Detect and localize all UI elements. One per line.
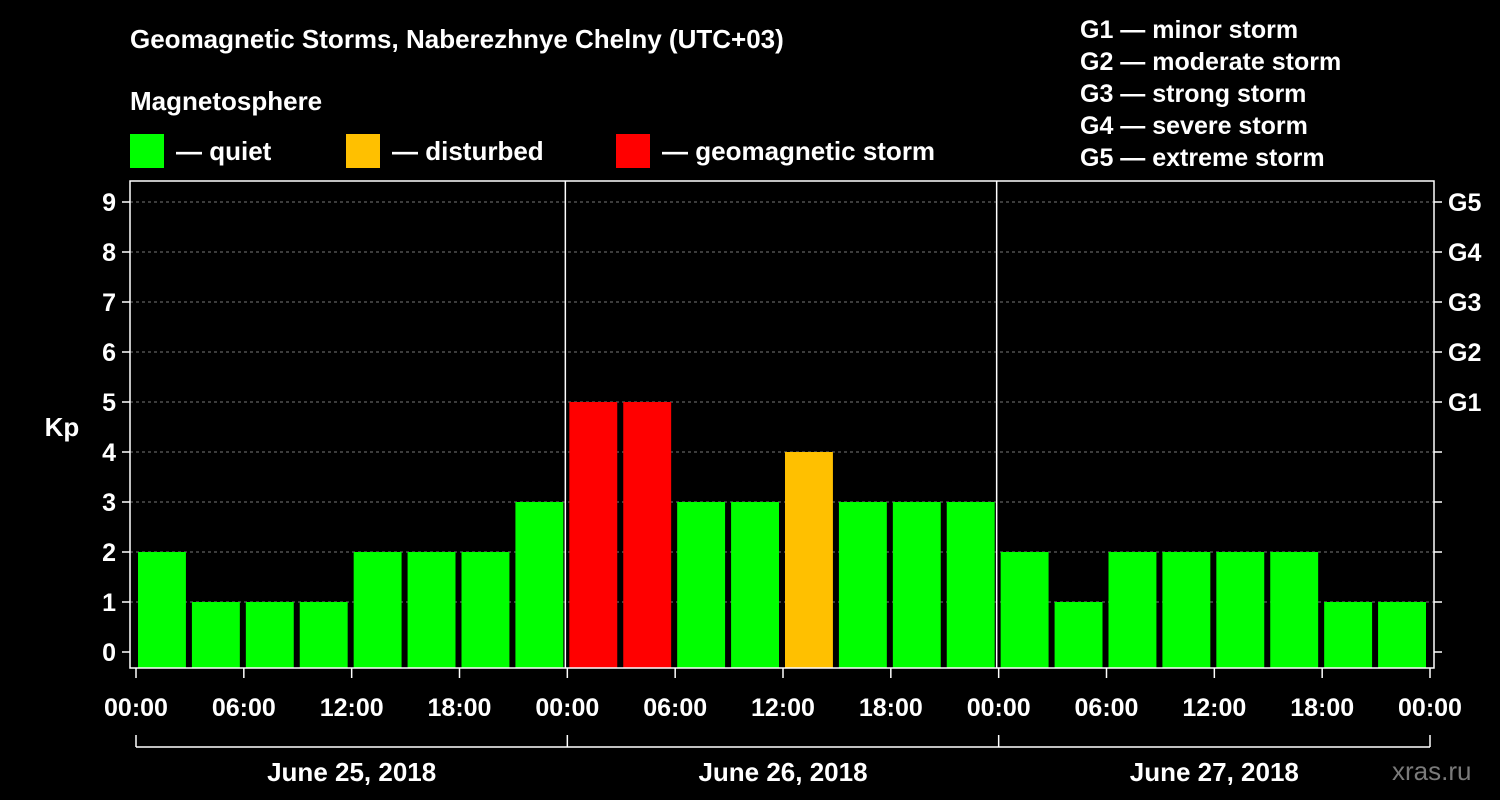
x-tick-label: 18:00 bbox=[859, 694, 923, 722]
x-tick-label: 06:00 bbox=[1075, 694, 1139, 722]
y-tick-label: 8 bbox=[102, 239, 116, 267]
kp-bar bbox=[946, 502, 995, 668]
y-tick-label: 9 bbox=[102, 189, 116, 217]
kp-bar bbox=[191, 602, 240, 668]
g-scale-item: G2 — moderate storm bbox=[1080, 48, 1342, 76]
kp-bar bbox=[461, 552, 510, 668]
kp-bar bbox=[1108, 552, 1157, 668]
y-tick-label: 5 bbox=[102, 389, 116, 417]
g-level-label: G4 bbox=[1448, 239, 1481, 267]
g-scale-item: G4 — severe storm bbox=[1080, 112, 1308, 140]
kp-bar bbox=[623, 402, 672, 668]
legend-disturbed-label: — disturbed bbox=[392, 135, 544, 166]
y-tick-label: 4 bbox=[102, 439, 116, 467]
y-tick-label: 3 bbox=[102, 489, 116, 517]
date-label: June 25, 2018 bbox=[267, 757, 436, 787]
kp-bar bbox=[515, 502, 564, 668]
kp-bar bbox=[407, 552, 456, 668]
g-level-label: G1 bbox=[1448, 389, 1481, 417]
kp-bar bbox=[1324, 602, 1373, 668]
y-tick-label: 1 bbox=[102, 589, 116, 617]
kp-bar bbox=[1162, 552, 1211, 668]
kp-bar bbox=[677, 502, 726, 668]
x-tick-label: 12:00 bbox=[1182, 694, 1246, 722]
x-tick-label: 00:00 bbox=[535, 694, 599, 722]
g-scale-item: G3 — strong storm bbox=[1080, 80, 1307, 108]
date-label: June 27, 2018 bbox=[1130, 757, 1299, 787]
x-tick-label: 18:00 bbox=[1290, 694, 1354, 722]
watermark: xras.ru bbox=[1392, 756, 1472, 786]
kp-bar bbox=[569, 402, 618, 668]
y-axis-label: Kp bbox=[45, 412, 80, 442]
x-tick-label: 00:00 bbox=[967, 694, 1031, 722]
g-scale-legend: G1 — minor storm G2 — moderate storm G3 … bbox=[1080, 14, 1341, 174]
x-tick-label: 12:00 bbox=[751, 694, 815, 722]
legend-quiet-label: — quiet bbox=[176, 135, 272, 166]
y-tick-label: 6 bbox=[102, 339, 116, 367]
x-tick-label: 00:00 bbox=[1398, 694, 1462, 722]
kp-bar bbox=[838, 502, 887, 668]
kp-bar bbox=[1000, 552, 1049, 668]
kp-bar bbox=[299, 602, 348, 668]
kp-bar bbox=[1378, 602, 1426, 668]
legend-quiet: — quiet bbox=[130, 134, 271, 168]
x-tick-label: 12:00 bbox=[320, 694, 384, 722]
g-scale-item: G1 — minor storm bbox=[1080, 16, 1299, 44]
kp-bar bbox=[138, 552, 186, 668]
x-tick-label: 00:00 bbox=[104, 694, 168, 722]
legend-storm: — geomagnetic storm bbox=[616, 134, 935, 168]
kp-bar bbox=[731, 502, 779, 668]
kp-bar bbox=[892, 502, 941, 668]
g-level-label: G2 bbox=[1448, 339, 1481, 367]
y-tick-label: 2 bbox=[102, 539, 116, 567]
legend-quiet-swatch bbox=[130, 134, 164, 168]
x-tick-label: 06:00 bbox=[212, 694, 276, 722]
legend-storm-label: — geomagnetic storm bbox=[662, 135, 936, 166]
y-tick-label: 0 bbox=[102, 639, 116, 667]
legend-disturbed: — disturbed bbox=[346, 134, 544, 168]
kp-bar bbox=[1270, 552, 1319, 668]
g-level-label: G5 bbox=[1448, 189, 1481, 217]
g-level-label: G3 bbox=[1448, 289, 1481, 317]
kp-bar bbox=[785, 452, 833, 668]
kp-bar bbox=[1054, 602, 1103, 668]
g-scale-item: G5 — extreme storm bbox=[1080, 144, 1325, 172]
kp-bar bbox=[1216, 552, 1265, 668]
x-tick-label: 18:00 bbox=[428, 694, 492, 722]
x-tick-label: 06:00 bbox=[643, 694, 707, 722]
kp-bar bbox=[353, 552, 402, 668]
legend-disturbed-swatch bbox=[346, 134, 380, 168]
magnetosphere-label: Magnetosphere bbox=[130, 86, 323, 116]
y-tick-label: 7 bbox=[102, 289, 116, 317]
kp-bar bbox=[245, 602, 294, 668]
legend-storm-swatch bbox=[616, 134, 650, 168]
chart-title: Geomagnetic Storms, Naberezhnye Chelny (… bbox=[130, 24, 784, 54]
date-label: June 26, 2018 bbox=[698, 757, 867, 787]
plot-border bbox=[129, 180, 1435, 669]
